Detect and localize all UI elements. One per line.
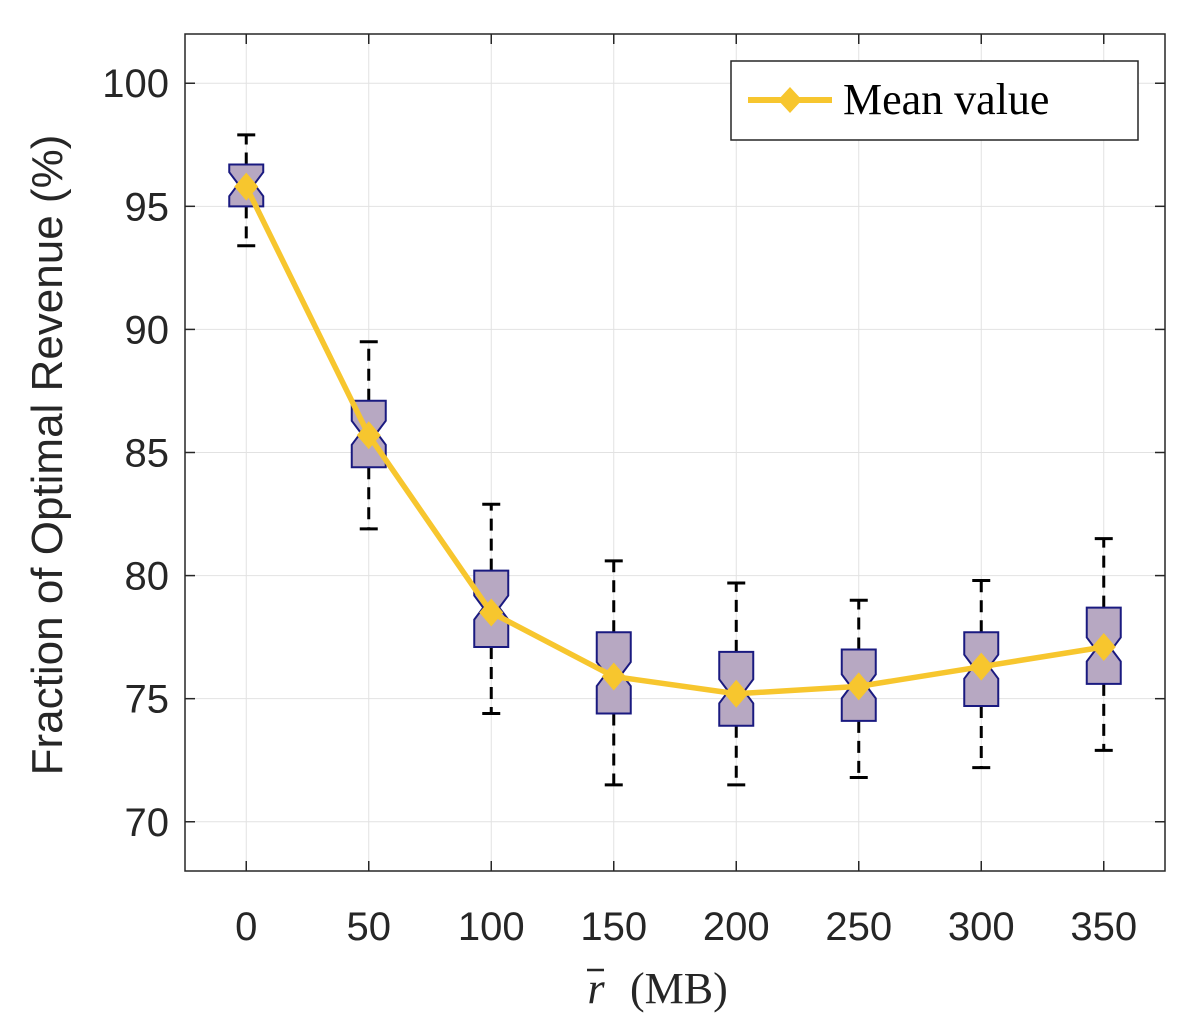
legend: Mean value [730, 60, 1139, 141]
legend-label: Mean value [843, 75, 1049, 124]
y-tick-label: 95 [125, 185, 170, 229]
y-tick-label: 100 [102, 62, 169, 106]
y-tick-labels: 70 75 80 85 90 95 100 [102, 62, 169, 845]
plot-frame [184, 33, 1166, 872]
x-tick-label: 50 [347, 905, 392, 949]
y-tick-label: 85 [125, 432, 170, 476]
y-tick-label: 90 [125, 308, 170, 352]
mean-line [243, 185, 1105, 697]
y-tick-label: 75 [125, 678, 170, 722]
mean-marker [1091, 632, 1116, 661]
x-tick-label: 150 [580, 905, 647, 949]
y-tick-label: 80 [125, 555, 170, 599]
y-tick-label: 70 [125, 801, 170, 845]
x-axis-label: r (MB) [587, 964, 728, 1013]
mean-marker [479, 598, 504, 627]
axis-ticks [185, 34, 1165, 871]
mean-series [234, 172, 1116, 708]
mean-marker [846, 672, 871, 701]
x-tick-label: 300 [948, 905, 1015, 949]
x-tick-label: 250 [825, 905, 892, 949]
x-tick-label: 0 [235, 905, 257, 949]
x-axis-unit: (MB) [630, 964, 728, 1013]
mean-marker [969, 652, 994, 681]
mean-marker [356, 421, 381, 450]
x-tick-labels: 0 50 100 150 200 250 300 350 [235, 905, 1137, 949]
mean-marker [234, 172, 259, 201]
mean-marker [601, 662, 626, 691]
x-tick-label: 200 [703, 905, 770, 949]
x-axis-symbol: r [587, 964, 605, 1013]
y-axis-label: Fraction of Optimal Revenue (%) [23, 135, 72, 776]
x-tick-label: 350 [1070, 905, 1137, 949]
mean-marker [724, 679, 749, 708]
legend-marker [778, 87, 802, 113]
x-tick-label: 100 [458, 905, 525, 949]
